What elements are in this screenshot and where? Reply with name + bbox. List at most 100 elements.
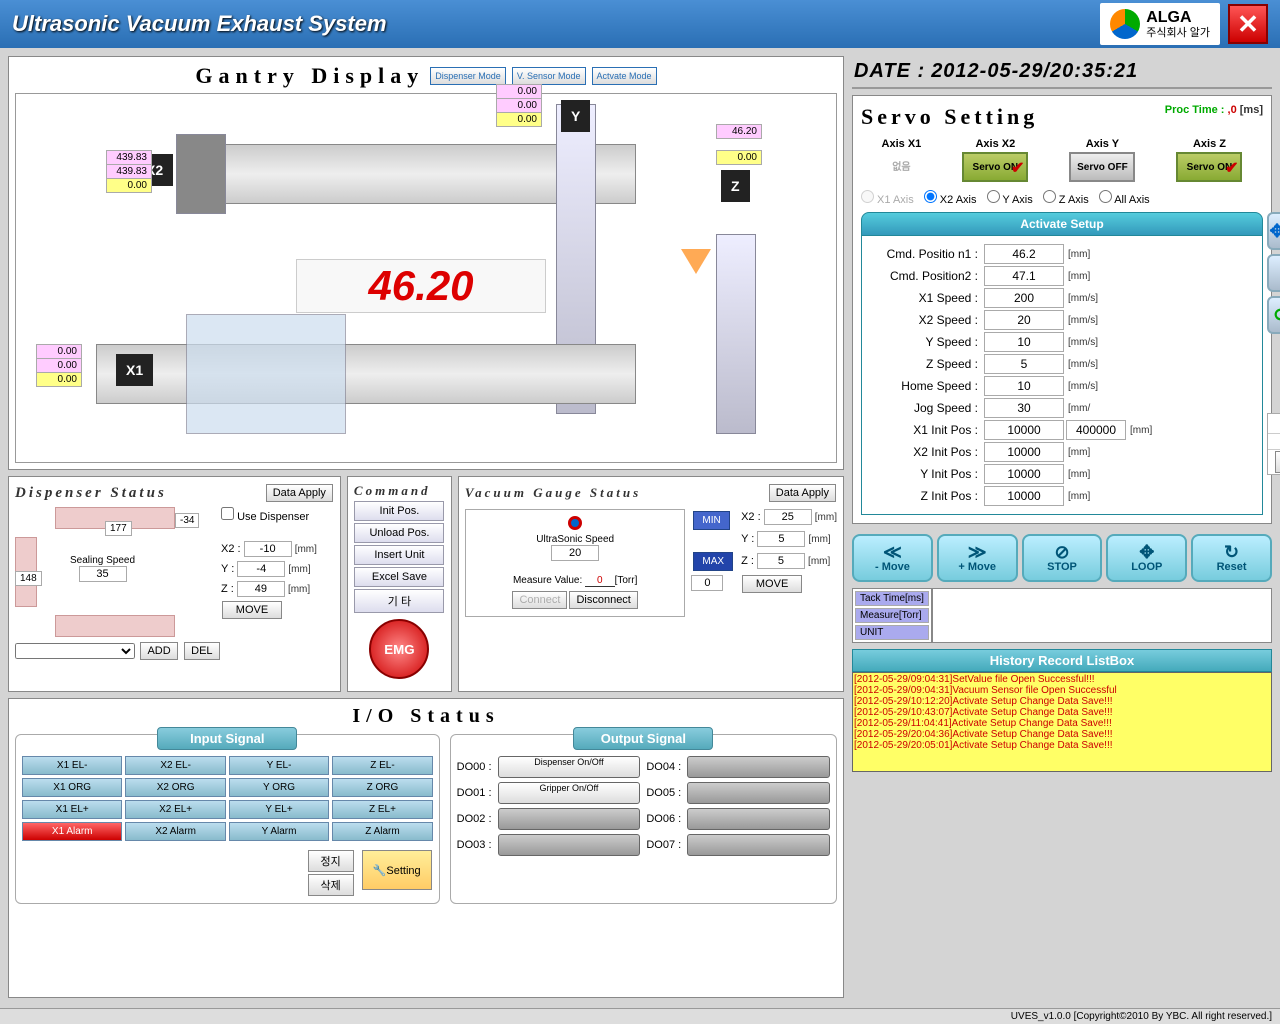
- input-x2org[interactable]: X2 ORG: [125, 778, 225, 797]
- input-yel-[interactable]: Y EL-: [229, 756, 329, 775]
- max-button[interactable]: MAX: [693, 552, 733, 571]
- input-x2el+[interactable]: X2 EL+: [125, 800, 225, 819]
- emg-button[interactable]: EMG: [369, 619, 429, 679]
- setup-input-1[interactable]: [984, 266, 1064, 286]
- axis-radio-1[interactable]: X2 Axis: [924, 190, 977, 206]
- tack-table: Tack Time[ms]Measure[Torr]UNIT: [852, 588, 932, 643]
- close-button[interactable]: ✕: [1228, 4, 1268, 44]
- vac-z-input[interactable]: [757, 553, 805, 569]
- cmd-button-4[interactable]: 기 타: [354, 589, 444, 613]
- y-pos-1: 0.00: [496, 98, 542, 113]
- x2-pos-0: 439.83: [106, 150, 152, 165]
- output-signal-header: Output Signal: [573, 727, 713, 750]
- setup-input-7[interactable]: [984, 398, 1064, 418]
- io-del-button[interactable]: 삭제: [308, 874, 354, 896]
- servo-z-button[interactable]: Servo ON✔: [1176, 152, 1242, 182]
- setup-input-5[interactable]: [984, 354, 1064, 374]
- input-zorg[interactable]: Z ORG: [332, 778, 432, 797]
- min-button[interactable]: MIN: [693, 511, 729, 530]
- input-x1el-[interactable]: X1 EL-: [22, 756, 122, 775]
- gantry-panel: Gantry Display Dispenser Mode V. Sensor …: [8, 56, 844, 470]
- titlebar: Ultrasonic Vacuum Exhaust System ALGA주식회…: [0, 0, 1280, 48]
- setup-input-9[interactable]: [984, 442, 1064, 462]
- input-zel-[interactable]: Z EL-: [332, 756, 432, 775]
- cmd-button-3[interactable]: Excel Save: [354, 567, 444, 587]
- input-zel+[interactable]: Z EL+: [332, 800, 432, 819]
- do05-slot: [687, 782, 830, 804]
- disp-y-input[interactable]: [237, 561, 285, 577]
- setup-input-6[interactable]: [984, 376, 1064, 396]
- axis-radio-0[interactable]: X1 Axis: [861, 190, 914, 206]
- ctrl--move-button[interactable]: ≪- Move: [852, 534, 933, 582]
- setup-input-3[interactable]: [984, 310, 1064, 330]
- do01-button[interactable]: Gripper On/Off: [498, 782, 641, 804]
- input-x1org[interactable]: X1 ORG: [22, 778, 122, 797]
- io-setting-button[interactable]: 🔧Setting: [362, 850, 432, 890]
- x1-axis-label: X1: [116, 354, 153, 386]
- vac-y-input[interactable]: [757, 531, 805, 547]
- vacuum-title: Vacuum Gauge Status: [465, 485, 641, 501]
- input-yel+[interactable]: Y EL+: [229, 800, 329, 819]
- ctrl-reset-button[interactable]: ↻Reset: [1191, 534, 1272, 582]
- ultrasonic-speed-input[interactable]: [551, 545, 599, 561]
- axis-radio-3[interactable]: Z Axis: [1043, 190, 1089, 206]
- input-x1alarm[interactable]: X1 Alarm: [22, 822, 122, 841]
- gantry-title: Gantry Display: [195, 63, 424, 89]
- kor-run-button[interactable]: 실행: [1275, 451, 1280, 473]
- apply-button[interactable]: ✔APPLY: [1267, 254, 1280, 292]
- input-x2alarm[interactable]: X2 Alarm: [125, 822, 225, 841]
- z-axis-label: Z: [721, 170, 750, 202]
- ctrl-loop-button[interactable]: ✥LOOP: [1106, 534, 1187, 582]
- jog-mode-button[interactable]: ✥JOG MODE: [1267, 212, 1280, 250]
- vacuum-data-apply-button[interactable]: Data Apply: [769, 484, 836, 502]
- cmd-button-2[interactable]: Insert Unit: [354, 545, 444, 565]
- y-axis-label: Y: [561, 100, 590, 132]
- sealing-speed-input[interactable]: [79, 566, 127, 582]
- go-home-button[interactable]: ⟳Go Home: [1267, 296, 1280, 334]
- activate-mode-button[interactable]: Actvate Mode: [592, 67, 657, 85]
- tack-scroll-area[interactable]: [932, 588, 1272, 643]
- setup-input-10[interactable]: [984, 464, 1064, 484]
- dispenser-mode-button[interactable]: Dispenser Mode: [430, 67, 506, 85]
- disp-x2-input[interactable]: [244, 541, 292, 557]
- input-yorg[interactable]: Y ORG: [229, 778, 329, 797]
- vsensor-mode-button[interactable]: V. Sensor Mode: [512, 67, 586, 85]
- dispenser-add-button[interactable]: ADD: [140, 642, 177, 660]
- input-x1el+[interactable]: X1 EL+: [22, 800, 122, 819]
- axis-radio-4[interactable]: All Axis: [1099, 190, 1150, 206]
- vacuum-move-button[interactable]: MOVE: [742, 575, 802, 593]
- disconnect-button[interactable]: Disconnect: [569, 591, 637, 609]
- cmd-button-1[interactable]: Unload Pos.: [354, 523, 444, 543]
- setup-input-4[interactable]: [984, 332, 1064, 352]
- dispenser-data-apply-button[interactable]: Data Apply: [266, 484, 333, 502]
- setup-input-11[interactable]: [984, 486, 1064, 506]
- setup-input-2[interactable]: [984, 288, 1064, 308]
- do02-slot: [498, 808, 641, 830]
- input-yalarm[interactable]: Y Alarm: [229, 822, 329, 841]
- io-stop-button[interactable]: 정지: [308, 850, 354, 872]
- command-title: Command: [354, 483, 445, 499]
- use-dispenser-checkbox[interactable]: Use Dispenser: [221, 511, 309, 523]
- setup-input-8[interactable]: [984, 420, 1064, 440]
- disp-z-input[interactable]: [237, 581, 285, 597]
- do04-slot: [687, 756, 830, 778]
- y-pos-0: 0.00: [496, 84, 542, 99]
- ctrl-stop-button[interactable]: ⊘STOP: [1022, 534, 1103, 582]
- ctrl-+move-button[interactable]: ≫+ Move: [937, 534, 1018, 582]
- cmd-button-0[interactable]: Init Pos.: [354, 501, 444, 521]
- history-listbox[interactable]: [2012-05-29/09:04:31]SetValue file Open …: [852, 672, 1272, 772]
- history-panel: History Record ListBox [2012-05-29/09:04…: [852, 649, 1272, 772]
- servo-x2-button[interactable]: Servo ON✔: [962, 152, 1028, 182]
- setup-input-0[interactable]: [984, 244, 1064, 264]
- dispenser-del-button[interactable]: DEL: [184, 642, 219, 660]
- axis-radio-2[interactable]: Y Axis: [987, 190, 1033, 206]
- input-zalarm[interactable]: Z Alarm: [332, 822, 432, 841]
- vac-x2-input[interactable]: [764, 509, 812, 525]
- do00-button[interactable]: Dispenser On/Off: [498, 756, 641, 778]
- servo-y-button[interactable]: Servo OFF: [1069, 152, 1135, 182]
- x1-pos-1: 0.00: [36, 358, 82, 373]
- max-val-input[interactable]: [691, 575, 723, 591]
- dispenser-select[interactable]: [15, 643, 135, 659]
- input-x2el-[interactable]: X2 EL-: [125, 756, 225, 775]
- dispenser-move-button[interactable]: MOVE: [222, 601, 282, 619]
